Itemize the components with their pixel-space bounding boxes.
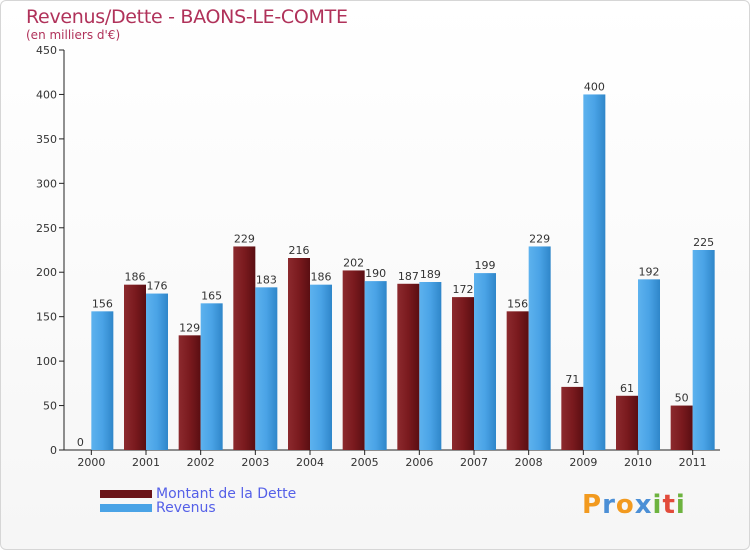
y-tick-label: 450 (36, 44, 57, 57)
logo-letter: i (675, 490, 686, 520)
x-tick-label: 2011 (679, 456, 707, 469)
chart-subtitle: (en milliers d'€) (26, 28, 121, 42)
data-label: 156 (507, 297, 528, 310)
legend-label-revenue: Revenus (156, 500, 216, 516)
legend-item-debt: Montant de la Dette (100, 486, 296, 502)
x-tick-label: 2008 (515, 456, 543, 469)
data-label: 187 (398, 270, 419, 283)
data-label: 189 (420, 268, 441, 281)
bar-revenue (528, 246, 551, 450)
data-label: 186 (311, 271, 332, 284)
logo-letter: x (634, 490, 653, 520)
data-labels: 0 186 129 229 216 202 187 172 156 71 61 50 156 176 165… (77, 80, 714, 449)
data-label: 229 (529, 232, 550, 245)
data-label: 165 (201, 289, 222, 302)
data-label: 400 (584, 80, 605, 93)
bar-debt (670, 405, 693, 450)
y-tick-label: 400 (36, 88, 57, 101)
bar-revenue (638, 279, 660, 450)
data-label: 71 (565, 373, 579, 386)
bar-debt (342, 270, 365, 450)
data-label: 192 (639, 265, 660, 278)
bar-revenue (474, 273, 496, 450)
data-label: 172 (453, 283, 474, 296)
x-tick-label: 2003 (241, 456, 269, 469)
logo-letter: t (662, 490, 676, 520)
data-label: 216 (289, 244, 310, 257)
x-tick-label: 2010 (624, 456, 652, 469)
bar-revenue (364, 281, 387, 450)
logo-letter: P (582, 490, 603, 520)
logo-letter: i (652, 490, 663, 520)
data-label: 0 (77, 436, 84, 449)
x-tick-label: 2005 (351, 456, 379, 469)
legend-item-revenue: Revenus (100, 500, 216, 516)
bar-revenue (146, 293, 168, 450)
x-tick-label: 2004 (296, 456, 324, 469)
bar-debt (616, 395, 638, 450)
x-tick-label: 2007 (460, 456, 488, 469)
x-tick-label: 2001 (132, 456, 160, 469)
bar-debt (178, 335, 201, 450)
y-tick-label: 150 (36, 311, 57, 324)
bar-revenue (692, 250, 715, 450)
logo-letter: o (615, 490, 635, 520)
data-label: 199 (475, 259, 496, 272)
x-tick-label: 2000 (77, 456, 105, 469)
data-label: 183 (256, 273, 277, 286)
y-tick-label: 300 (36, 177, 57, 190)
bar-debt (288, 258, 310, 450)
legend-label-debt: Montant de la Dette (156, 486, 297, 502)
proxiti-logo: Proxiti (582, 490, 686, 520)
data-label: 129 (179, 321, 200, 334)
data-label: 190 (365, 267, 386, 280)
data-label: 202 (343, 256, 364, 269)
x-tick-label: 2002 (187, 456, 215, 469)
bar-revenue (255, 287, 278, 450)
data-label: 176 (147, 280, 168, 293)
data-label: 186 (125, 271, 146, 284)
y-tick-label: 100 (36, 355, 57, 368)
bar-debt (561, 386, 584, 450)
y-tick-label: 250 (36, 222, 57, 235)
y-tick-label: 0 (50, 444, 57, 457)
y-tick-label: 50 (43, 400, 57, 413)
data-label: 229 (234, 232, 255, 245)
bar-debt (506, 311, 529, 450)
bar-revenue (200, 303, 223, 450)
bar-revenue (310, 284, 332, 450)
chart-title: Revenus/Dette - BAONS-LE-COMTE (26, 6, 348, 28)
bar-revenue (419, 282, 442, 450)
bar-revenue (583, 94, 606, 450)
x-tick-label: 2006 (405, 456, 433, 469)
bars (91, 94, 715, 450)
bar-debt (124, 284, 146, 450)
data-label: 225 (693, 236, 714, 249)
bar-debt (452, 297, 474, 450)
data-label: 50 (675, 392, 689, 405)
y-tick-label: 200 (36, 266, 57, 279)
legend-swatch-revenue (100, 504, 152, 512)
data-label: 61 (620, 382, 634, 395)
bar-revenue (91, 311, 114, 450)
y-tick-label: 350 (36, 133, 57, 146)
bar-debt (233, 246, 256, 450)
x-tick-label: 2009 (569, 456, 597, 469)
bar-debt (397, 283, 420, 450)
logo-letter: r (602, 490, 616, 520)
data-label: 156 (92, 297, 113, 310)
legend-swatch-debt (100, 490, 152, 498)
